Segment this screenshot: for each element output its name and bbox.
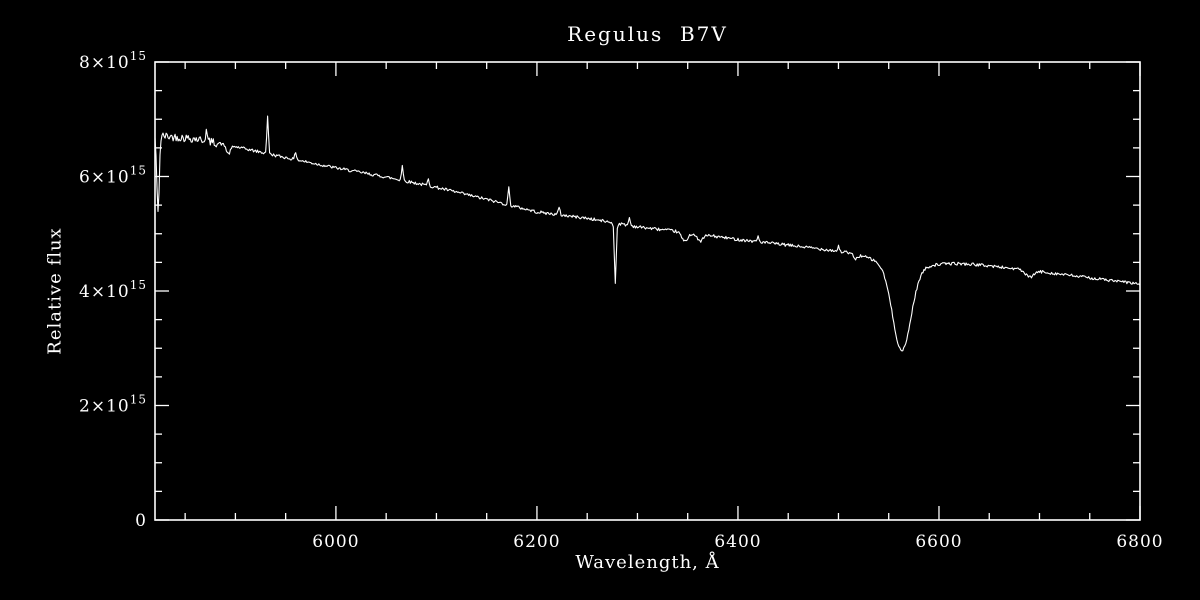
x-axis-tick-label: 6600 bbox=[915, 532, 962, 552]
y-axis-tick-label: 8×1015 bbox=[79, 49, 147, 73]
x-axis-tick-label: 6200 bbox=[513, 532, 560, 552]
plot-frame bbox=[154, 61, 1141, 521]
y-axis-tick-label: 2×1015 bbox=[79, 393, 147, 417]
y-axis-tick-label: 6×1015 bbox=[79, 164, 147, 188]
x-axis-tick-label: 6000 bbox=[312, 532, 359, 552]
y-axis-tick-label: 0 bbox=[135, 511, 147, 531]
y-axis-tick-label: 4×1015 bbox=[79, 278, 147, 302]
spectrum-line bbox=[155, 115, 1140, 352]
x-axis-tick-label: 6800 bbox=[1116, 532, 1163, 552]
x-axis-tick-label: 6400 bbox=[714, 532, 761, 552]
chart-title: Regulus B7V bbox=[567, 22, 728, 46]
x-axis-label: Wavelength, Å bbox=[575, 552, 720, 573]
